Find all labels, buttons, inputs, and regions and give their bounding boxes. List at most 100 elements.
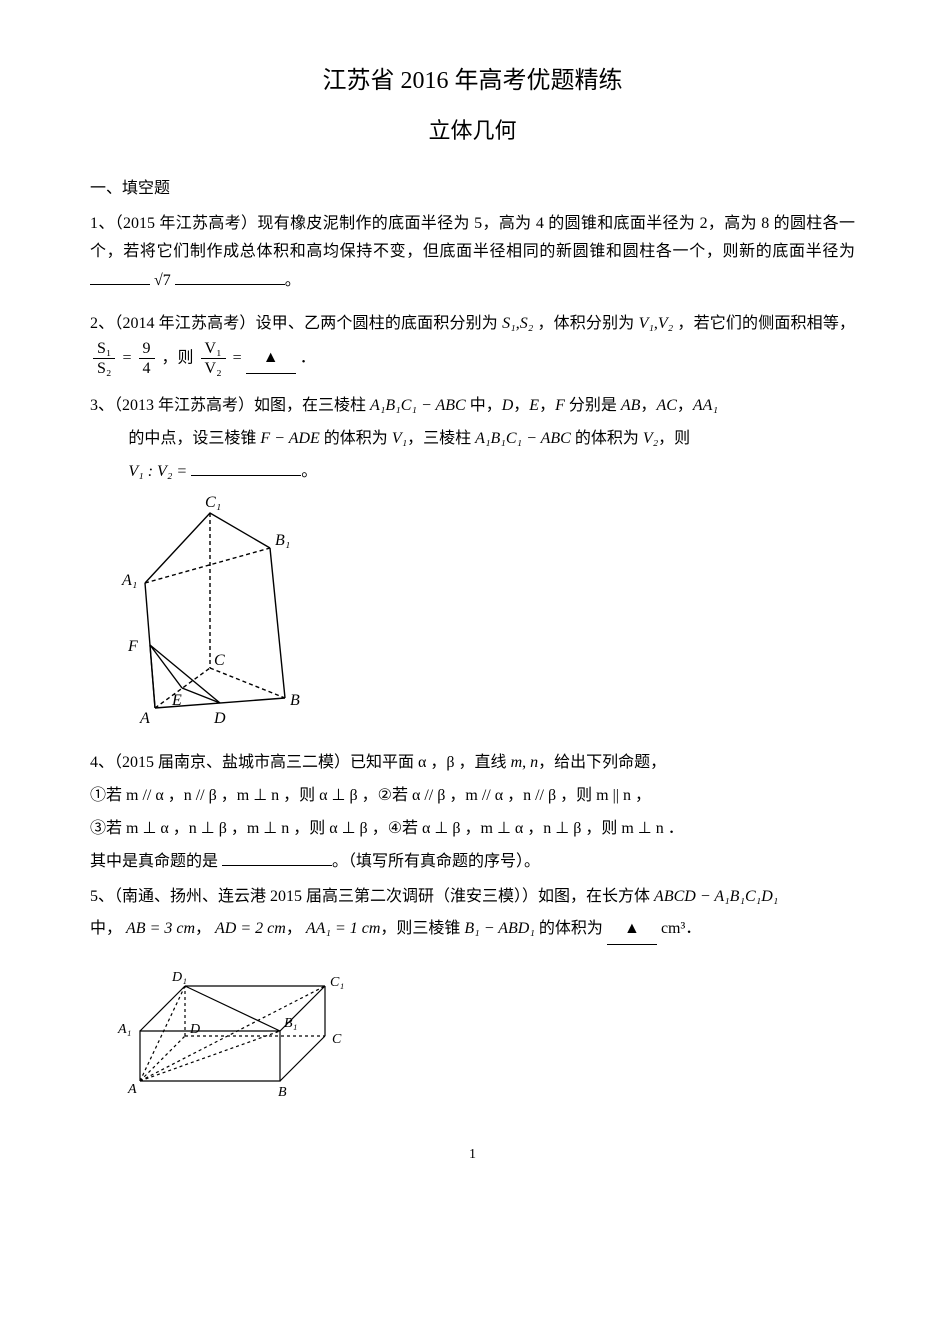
- q4-tail-lead: ，给出下列命题，: [538, 754, 666, 771]
- q1-answer: √7: [154, 272, 171, 289]
- q4-label: 4、: [90, 754, 114, 771]
- q2-frac-s: S₁ S₂: [93, 339, 115, 378]
- q5-mid1: 中，: [90, 920, 122, 937]
- q4-source: （2015 届南京、盐城市高三二模）: [114, 754, 350, 771]
- q3-ratio: V₁ : V₂ =: [128, 463, 191, 480]
- q3-prism: A₁B₁C₁ − ABC: [370, 397, 466, 414]
- q4-tail: 其中是真命题的是 。（填写所有真命题的序号）。: [90, 848, 855, 877]
- q2-frac-s-num: S₁: [93, 339, 115, 359]
- q2-source: （2014 年江苏高考）: [114, 315, 255, 332]
- page-number: 1: [90, 1142, 855, 1167]
- fig3-label-C1: C₁: [205, 494, 221, 511]
- q3-source: （2013 年江苏高考）: [114, 397, 254, 414]
- q3-mid6: ，则: [658, 430, 690, 447]
- q4-lead: 已知平面 α ，β ，直线: [350, 754, 511, 771]
- q3-blank: [191, 459, 301, 476]
- q2-frac-94-den: 4: [139, 359, 155, 378]
- q5-sep1: ，: [195, 920, 211, 937]
- q3-mid2: 的中点，设三棱锥: [128, 430, 260, 447]
- q1-blank-right: [175, 268, 285, 285]
- q3-lead: 如图，在三棱柱: [254, 397, 370, 414]
- q5-end: ．: [685, 920, 701, 937]
- q4-blank: [222, 849, 332, 866]
- question-5: 5、（南通、扬州、连云港 2015 届高三第二次调研（淮安三模））如图，在长方体…: [90, 883, 855, 912]
- q2-v1: V₁: [639, 315, 654, 332]
- q5-mid3: 的体积为: [535, 920, 607, 937]
- q2-blank: ▲: [246, 344, 296, 374]
- q2-then: ，则: [162, 349, 194, 366]
- q3-mid5: 的体积为: [571, 430, 643, 447]
- q1-blank-left: [90, 268, 150, 285]
- fig5-label-B: B: [278, 1085, 287, 1100]
- q5-ab: AB = 3 cm: [126, 920, 195, 937]
- q5-blank: ▲: [607, 915, 657, 945]
- q2-frac-s-den: S₂: [93, 359, 115, 378]
- fig3-label-A1: A₁: [121, 572, 137, 589]
- question-3: 3、（2013 年江苏高考）如图，在三棱柱 A₁B₁C₁ − ABC 中，D，E…: [90, 392, 855, 421]
- q5-aa1: AA₁ = 1 cm: [306, 920, 381, 937]
- q3-are: 分别是: [565, 397, 621, 414]
- q3-prism2: A₁B₁C₁ − ABC: [475, 430, 571, 447]
- fig5-label-D1: D₁: [171, 970, 187, 985]
- q3-v1: V₁: [392, 430, 407, 447]
- figure-prism: C₁ B₁ A₁ F C E A D B: [110, 493, 855, 744]
- q3-AA1: AA₁: [693, 397, 718, 414]
- question-3-line3: V₁ : V₂ = 。: [90, 458, 855, 487]
- prism-svg: C₁ B₁ A₁ F C E A D B: [110, 493, 330, 733]
- q5-mid2: ，则三棱锥: [380, 920, 464, 937]
- q3-period: 。: [301, 463, 317, 480]
- q4-p4: ④若 α ⊥ β ，m ⊥ α ，n ⊥ β ，则 m ⊥ n ．: [388, 820, 684, 837]
- fig5-label-B1: B₁: [284, 1016, 297, 1031]
- q3-AC: AC: [656, 397, 676, 414]
- question-1: 1、（2015 年江苏高考）现有橡皮泥制作的底面半径为 5，高为 4 的圆锥和底…: [90, 210, 855, 296]
- q2-frac-94: 9 4: [139, 339, 155, 378]
- q5-source: （南通、扬州、连云港 2015 届高三第二次调研（淮安三模））: [114, 888, 538, 905]
- fig5-label-A: A: [127, 1082, 137, 1097]
- figure-cuboid: D₁ C₁ A₁ B₁ D C A B: [110, 951, 855, 1112]
- question-5-line2: 中， AB = 3 cm， AD = 2 cm， AA₁ = 1 cm，则三棱锥…: [90, 915, 855, 945]
- q5-sep2: ，: [286, 920, 302, 937]
- q2-s2: S₂: [520, 315, 534, 332]
- q2-s1: S₁: [502, 315, 516, 332]
- fig5-label-D: D: [189, 1022, 200, 1037]
- q4-props-34: ③若 m ⊥ α ，n ⊥ β ，m ⊥ n ，则 α ⊥ β ，④若 α ⊥ …: [90, 815, 855, 844]
- q5-cuboid: ABCD − A₁B₁C₁D₁: [654, 888, 778, 905]
- question-4: 4、（2015 届南京、盐城市高三二模）已知平面 α ，β ，直线 m, n，给…: [90, 749, 855, 778]
- fig3-label-D: D: [213, 710, 226, 727]
- q2-end: ．: [300, 349, 316, 366]
- q3-label: 3、: [90, 397, 114, 414]
- fig3-label-A: A: [139, 710, 150, 727]
- q3-AB: AB: [621, 397, 641, 414]
- q3-mid4: ，三棱柱: [407, 430, 475, 447]
- q2-frac-94-num: 9: [139, 339, 155, 359]
- q3-mid1: 中，: [466, 397, 502, 414]
- q5-label: 5、: [90, 888, 114, 905]
- q4-p3: ③若 m ⊥ α ，n ⊥ β ，m ⊥ n ，则 α ⊥ β ，: [90, 820, 388, 837]
- fig5-label-C: C: [332, 1032, 342, 1047]
- q2-label: 2、: [90, 315, 114, 332]
- q3-v2: V₂: [643, 430, 658, 447]
- q4-props-12: ①若 m // α ，n // β ，m ⊥ n ，则 α ⊥ β ，②若 α …: [90, 782, 855, 811]
- q2-frac-v-num: V₁: [201, 339, 226, 359]
- fig3-label-B1: B₁: [275, 532, 290, 549]
- q2-mid1: ，体积分别为: [537, 315, 634, 332]
- page-subtitle: 立体几何: [90, 111, 855, 151]
- q3-pyr: F − ADE: [260, 430, 319, 447]
- q3-mid3: 的体积为: [320, 430, 392, 447]
- q1-label: 1、: [90, 215, 115, 232]
- q4-tail-text: 其中是真命题的是: [90, 853, 222, 870]
- q4-p1: ①若 m // α ，n // β ，m ⊥ n ，则 α ⊥ β ，: [90, 787, 378, 804]
- section-heading: 一、填空题: [90, 175, 855, 204]
- fig3-label-C: C: [214, 652, 225, 669]
- cuboid-svg: D₁ C₁ A₁ B₁ D C A B: [110, 951, 370, 1101]
- q5-ad: AD = 2 cm: [215, 920, 286, 937]
- q5-lead: 如图，在长方体: [538, 888, 654, 905]
- q1-source: （2015 年江苏高考）: [115, 215, 258, 232]
- q5-unit: cm³: [661, 920, 685, 937]
- q2-v2: V₂: [658, 315, 673, 332]
- fig5-label-A1: A₁: [117, 1022, 131, 1037]
- q3-D: D: [502, 397, 514, 414]
- fig3-label-E: E: [171, 692, 182, 709]
- q3-F: F: [555, 397, 565, 414]
- q2-eq2: =: [233, 349, 246, 366]
